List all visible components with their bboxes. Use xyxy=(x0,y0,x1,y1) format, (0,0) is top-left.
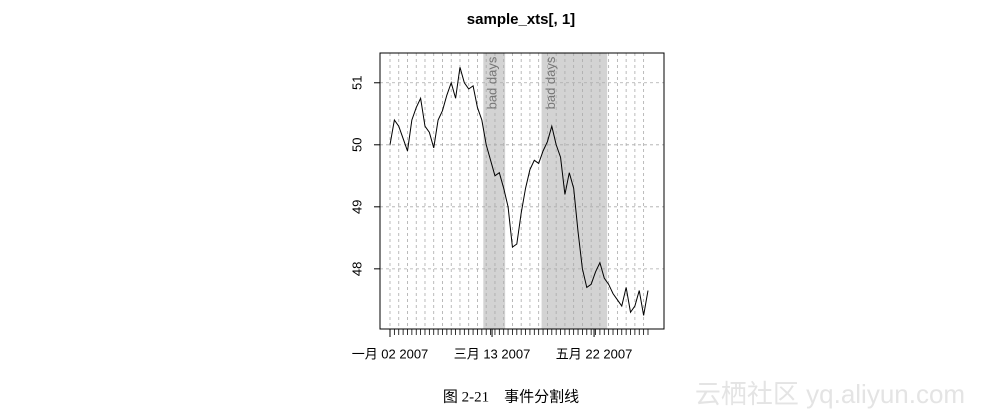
y-tick-label: 50 xyxy=(349,138,364,152)
y-tick-label: 48 xyxy=(349,262,364,276)
y-tick-label: 51 xyxy=(349,76,364,90)
line xyxy=(389,67,649,316)
event-label: bad days xyxy=(485,56,500,109)
x-tick-label: 五月 22 2007 xyxy=(556,346,633,361)
event-region xyxy=(483,53,506,329)
chart-title: sample_xts[, 1] xyxy=(467,11,575,28)
x-tick-label: 三月 13 2007 xyxy=(454,346,531,361)
watermark: 云栖社区 yq.aliyun.com xyxy=(695,379,965,409)
x-tick-label: 一月 02 2007 xyxy=(352,346,429,361)
y-tick-label: 49 xyxy=(349,200,364,214)
plot-frame xyxy=(379,52,665,330)
caption: 图 2-21 事件分割线 xyxy=(443,388,579,405)
event-label: bad days xyxy=(543,56,558,109)
